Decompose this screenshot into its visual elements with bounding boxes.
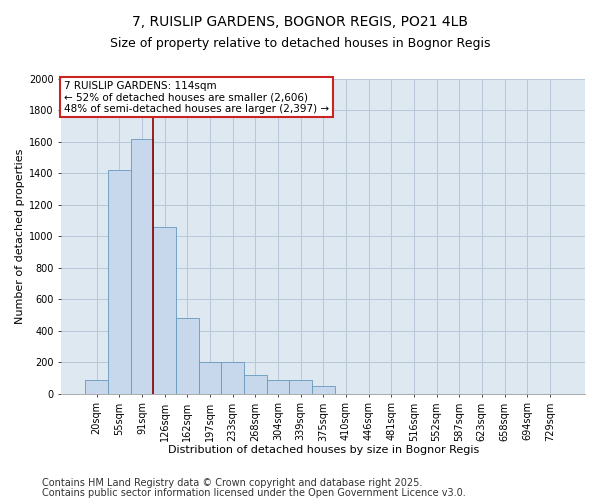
Bar xyxy=(244,375,266,394)
Y-axis label: Number of detached properties: Number of detached properties xyxy=(15,148,25,324)
Bar xyxy=(312,386,335,394)
Bar xyxy=(131,139,153,394)
Bar xyxy=(176,318,199,394)
X-axis label: Distribution of detached houses by size in Bognor Regis: Distribution of detached houses by size … xyxy=(167,445,479,455)
Text: 7, RUISLIP GARDENS, BOGNOR REGIS, PO21 4LB: 7, RUISLIP GARDENS, BOGNOR REGIS, PO21 4… xyxy=(132,15,468,29)
Bar xyxy=(266,380,289,394)
Text: Contains HM Land Registry data © Crown copyright and database right 2025.: Contains HM Land Registry data © Crown c… xyxy=(42,478,422,488)
Bar xyxy=(85,380,108,394)
Bar xyxy=(289,380,312,394)
Text: 7 RUISLIP GARDENS: 114sqm
← 52% of detached houses are smaller (2,606)
48% of se: 7 RUISLIP GARDENS: 114sqm ← 52% of detac… xyxy=(64,80,329,114)
Bar xyxy=(108,170,131,394)
Text: Contains public sector information licensed under the Open Government Licence v3: Contains public sector information licen… xyxy=(42,488,466,498)
Bar xyxy=(199,362,221,394)
Text: Size of property relative to detached houses in Bognor Regis: Size of property relative to detached ho… xyxy=(110,38,490,51)
Bar xyxy=(221,362,244,394)
Bar xyxy=(153,227,176,394)
